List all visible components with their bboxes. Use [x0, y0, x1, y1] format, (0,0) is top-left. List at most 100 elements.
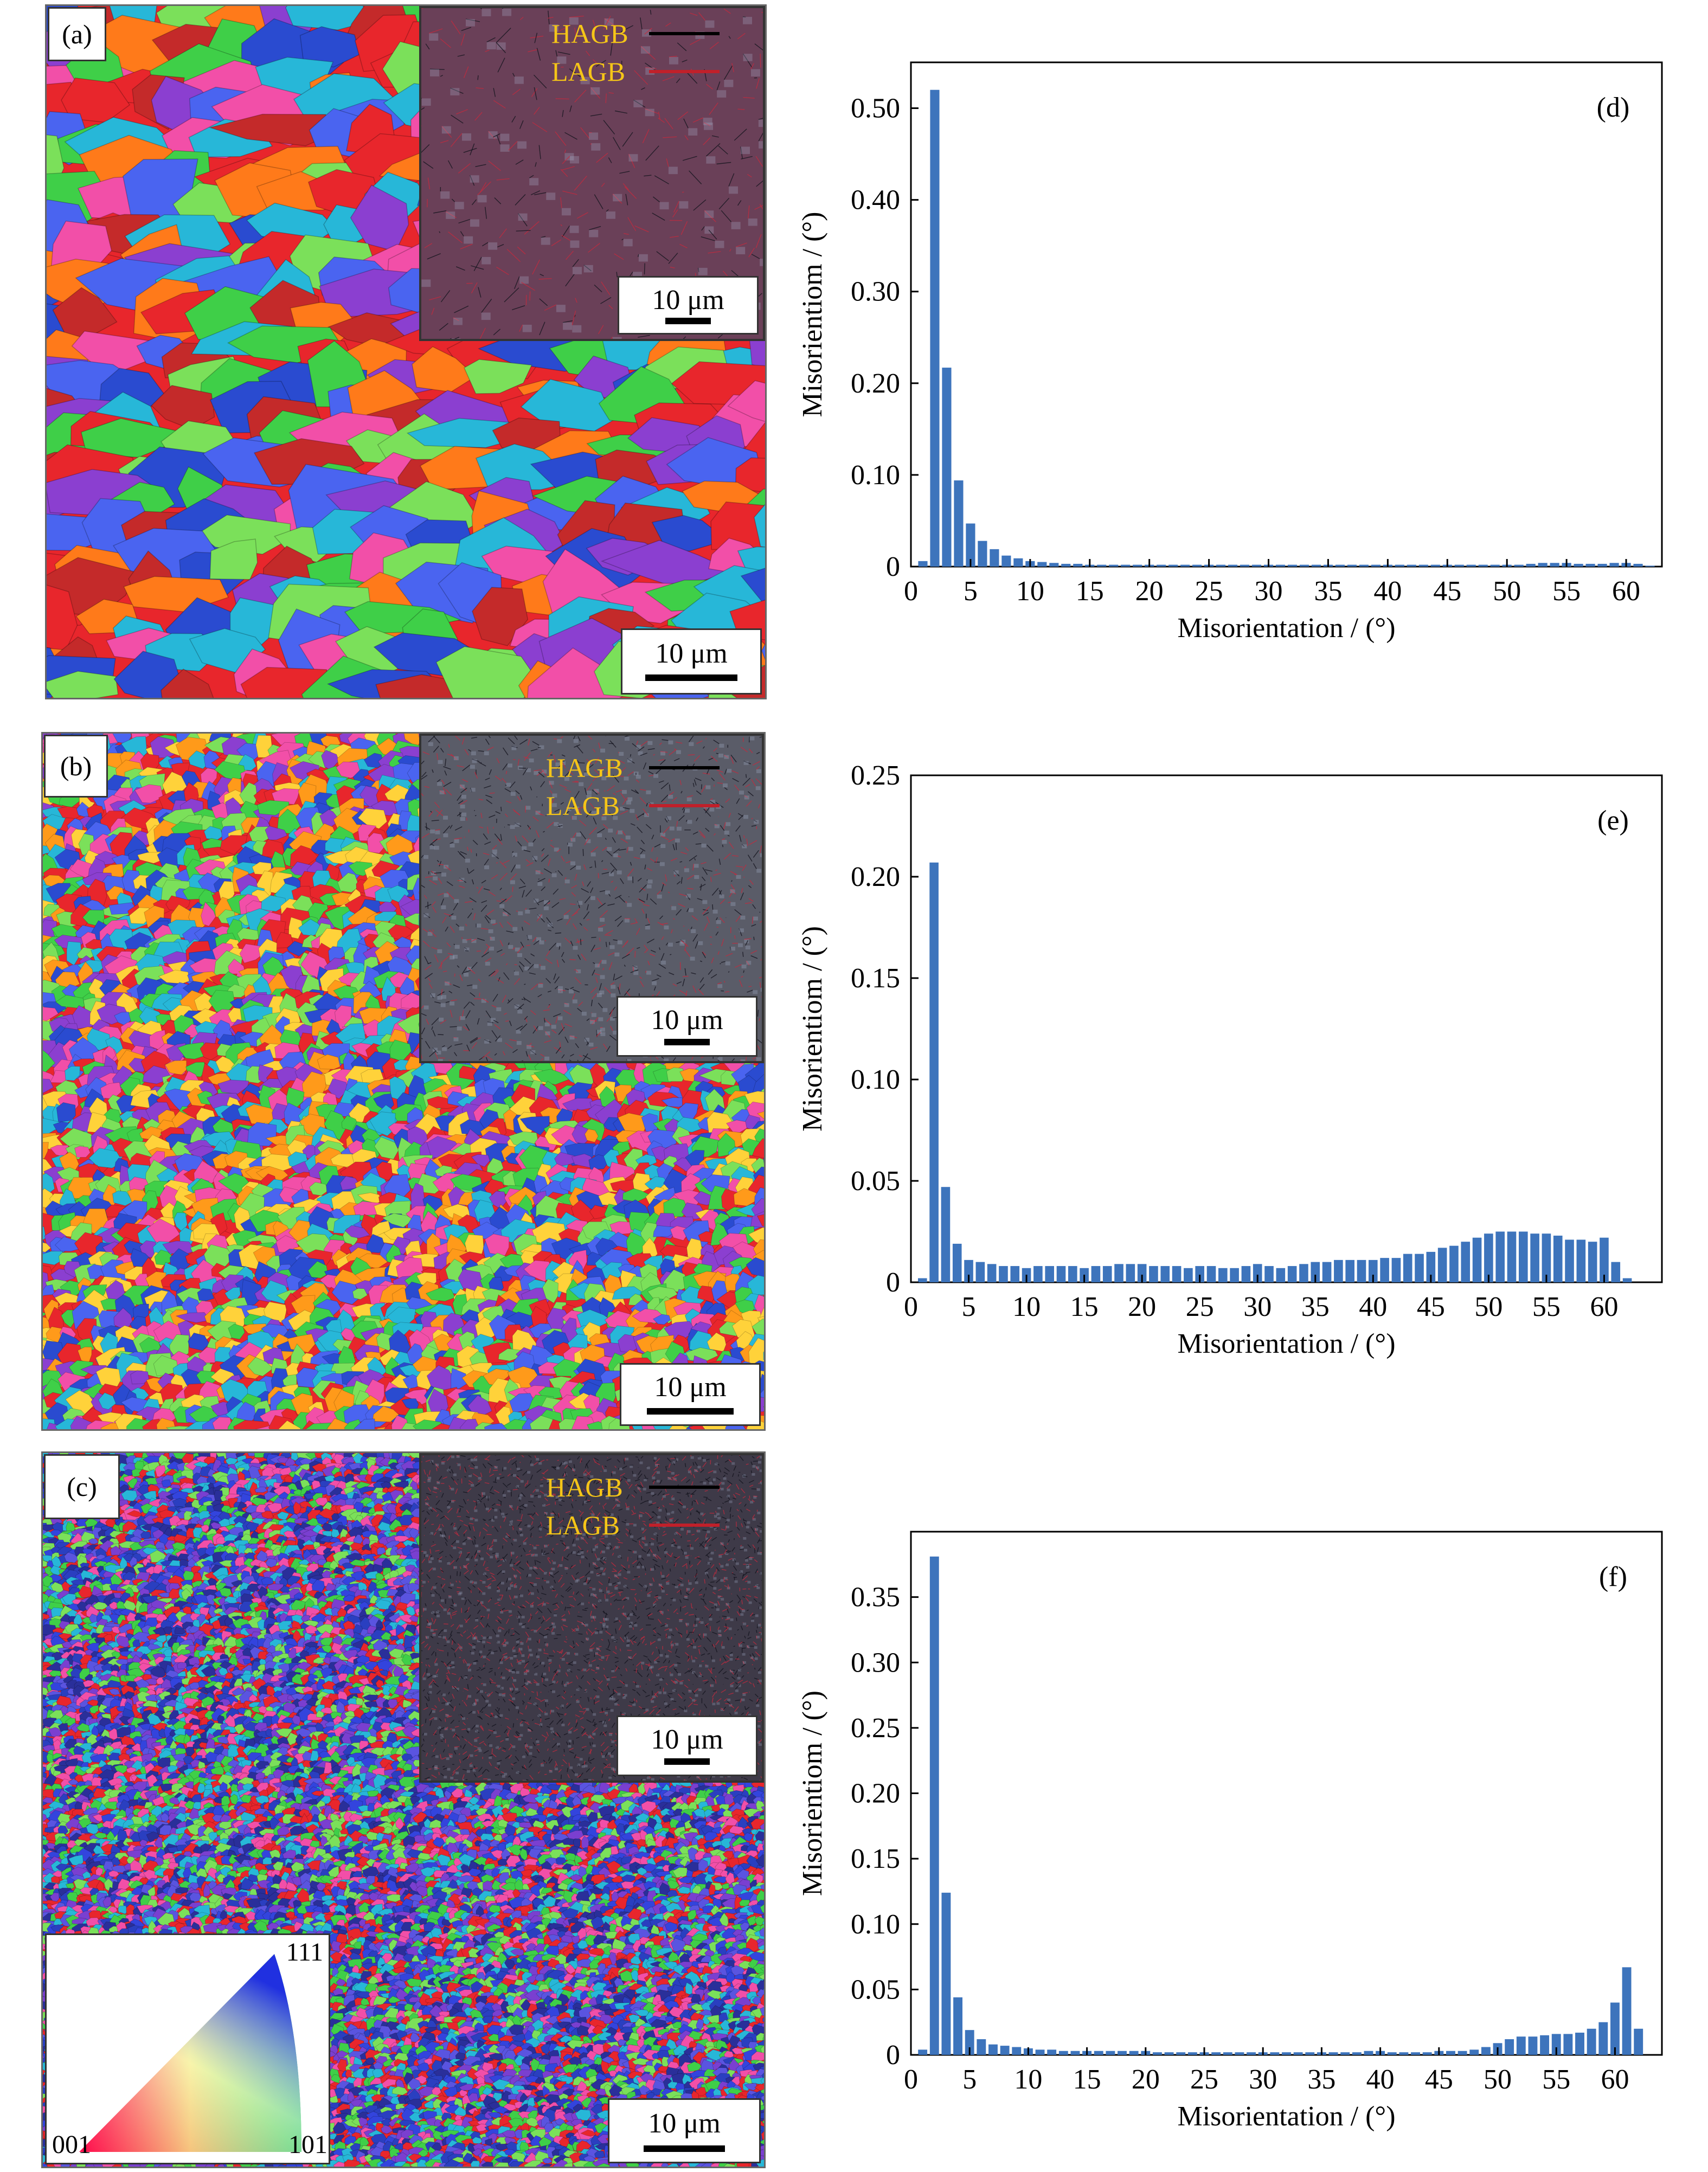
- hagb-legend-line: [649, 32, 720, 35]
- ebsd-map-c: (c) HAGB LAGB 10 μm: [41, 1451, 766, 2168]
- histogram-bar: [1449, 1245, 1459, 1282]
- histogram-bar: [1347, 564, 1357, 567]
- y-tick-label: 0.30: [851, 277, 900, 307]
- y-tick-label: 0.30: [851, 1647, 900, 1678]
- histogram-bar: [1399, 2052, 1409, 2055]
- histogram-bar: [1542, 1233, 1551, 1282]
- histogram-bar: [1056, 1266, 1066, 1282]
- x-tick-label: 50: [1474, 1291, 1502, 1322]
- ipf-triangle: [79, 1954, 301, 2152]
- y-tick-label: 0.40: [851, 185, 900, 216]
- histogram-bar: [1121, 564, 1131, 567]
- histogram-bar: [1037, 562, 1047, 567]
- histogram-bar: [1550, 563, 1559, 567]
- histogram-bar: [1049, 563, 1059, 567]
- histogram-bar: [1270, 2052, 1280, 2055]
- map-scale-label: 10 μm: [621, 1371, 759, 1403]
- y-tick-label: 0.05: [851, 1974, 900, 2005]
- histogram-bar: [1126, 1264, 1135, 1282]
- misorientation-chart-f: 0 5 10 15 20 25 30 35 40 45 50 55 60 0 0.05 0.10 0.15 0.2…: [781, 1513, 1675, 2147]
- y-axis-label: Misorientiom / (°): [797, 926, 828, 1132]
- inset-scale-line: [664, 1039, 710, 1045]
- histogram-bar: [1149, 1266, 1158, 1282]
- histogram-bar: [1293, 2052, 1303, 2055]
- histogram-bar: [1311, 1262, 1320, 1282]
- hagb-legend-line: [649, 766, 720, 769]
- lagb-legend-label: LAGB: [551, 58, 625, 85]
- histogram-bar: [942, 368, 952, 567]
- y-tick-label: 0: [886, 551, 900, 582]
- histogram-bar: [1371, 564, 1380, 567]
- histogram-bar: [1211, 2052, 1221, 2055]
- histogram-bar: [1137, 1264, 1147, 1282]
- histogram-bar: [1380, 1258, 1389, 1282]
- lagb-legend-line: [649, 70, 720, 73]
- histogram-bar: [1407, 564, 1416, 567]
- x-tick-label: 35: [1307, 2064, 1335, 2095]
- x-tick-label: 20: [1128, 1291, 1156, 1322]
- histogram-bar: [1576, 1239, 1586, 1282]
- inset-scale-label: 10 μm: [618, 1004, 756, 1036]
- histogram-bar: [1514, 564, 1524, 567]
- histogram-bar: [1264, 1266, 1274, 1282]
- inset-scale-line: [665, 318, 711, 324]
- lagb-legend-line: [649, 804, 720, 807]
- histogram-bar: [1528, 2036, 1538, 2055]
- histogram-bar: [1010, 1266, 1020, 1282]
- histogram-bar: [1001, 555, 1011, 567]
- hagb-legend-label: HAGB: [546, 754, 623, 781]
- histogram-bar: [1061, 563, 1071, 567]
- histogram-bar: [1276, 1268, 1286, 1282]
- misorientation-chart-d: 0 5 10 15 20 25 30 35 40 45 50 55 60 0 0.10 0.20 0.30 0.4…: [781, 43, 1675, 667]
- histogram-bar: [1395, 564, 1404, 567]
- histogram-bar: [1352, 2052, 1362, 2055]
- x-tick-label: 30: [1249, 2064, 1277, 2095]
- plot-frame: [910, 61, 1663, 568]
- ipf-color-key: 001 101 111: [45, 1933, 330, 2164]
- x-tick-label: 5: [962, 2064, 977, 2095]
- histogram-bar: [1622, 1967, 1632, 2055]
- panel-label: (e): [1597, 805, 1629, 836]
- y-tick-label: 0.10: [851, 460, 900, 491]
- histogram-bar: [1187, 2052, 1197, 2055]
- x-tick-label: 40: [1366, 2064, 1395, 2095]
- boundary-map: [421, 1455, 762, 1781]
- inset-scale-label: 10 μm: [619, 284, 757, 316]
- ebsd-map-b: (b) HAGB LAGB 10 μm 10 μm: [41, 732, 766, 1431]
- x-tick-label: 10: [1016, 576, 1044, 607]
- x-tick-label: 45: [1425, 2064, 1453, 2095]
- boundary-inset-c: HAGB LAGB 10 μm: [419, 1453, 764, 1783]
- x-tick-label: 30: [1243, 1291, 1272, 1322]
- x-tick-label: 35: [1301, 1291, 1330, 1322]
- histogram-bar: [918, 2049, 928, 2055]
- misorientation-chart-e: 0 5 10 15 20 25 30 35 40 45 50 55 60 0 0.05 0.10 0.15 0.2…: [781, 756, 1675, 1380]
- histogram-bar: [1364, 2051, 1373, 2055]
- hagb-legend-label: HAGB: [551, 20, 628, 47]
- x-tick-label: 40: [1373, 576, 1402, 607]
- ipf-label-101: 101: [288, 2130, 328, 2160]
- histogram-bar: [1000, 2046, 1010, 2055]
- histogram-bar: [929, 1556, 939, 2055]
- histogram-bar: [1611, 1262, 1621, 1282]
- histogram-bar: [1133, 564, 1142, 567]
- y-tick-label: 0.20: [851, 1778, 900, 1809]
- panel-label-b: (b): [44, 735, 108, 798]
- x-tick-label: 55: [1552, 576, 1581, 607]
- histogram-bar: [1484, 1233, 1493, 1282]
- histogram-bar: [1481, 2047, 1491, 2055]
- y-tick-label: 0.20: [851, 368, 900, 399]
- histogram-bar: [1422, 2052, 1432, 2055]
- histogram-bar: [1345, 1259, 1355, 1282]
- histogram-bar: [1340, 2052, 1350, 2055]
- histogram-bar: [1454, 564, 1464, 567]
- histogram-bar: [1094, 2051, 1103, 2055]
- x-tick-label: 55: [1532, 1291, 1561, 1322]
- histogram-bar: [1097, 564, 1107, 567]
- x-tick-label: 10: [1012, 1291, 1041, 1322]
- histogram-bar: [1587, 2028, 1596, 2055]
- histogram-bar: [1387, 2052, 1397, 2055]
- histogram-bar: [1240, 564, 1250, 567]
- x-tick-label: 0: [904, 576, 918, 607]
- inset-scale-bar: 10 μm: [617, 1715, 757, 1776]
- histogram-bar: [1118, 2051, 1127, 2055]
